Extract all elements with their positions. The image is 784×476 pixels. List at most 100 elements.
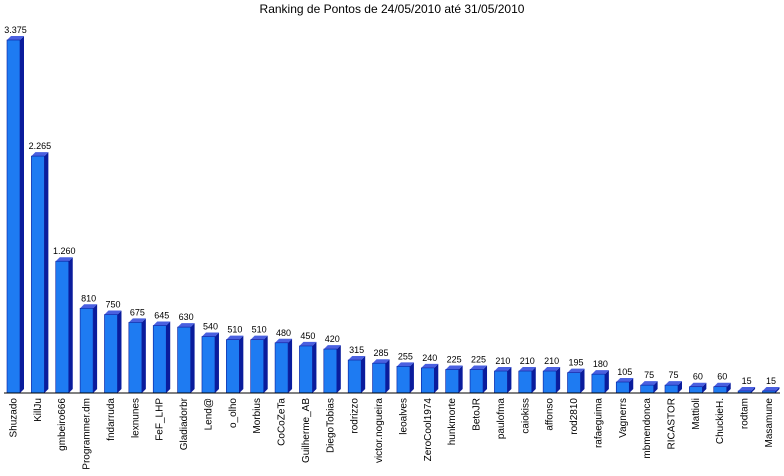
bar-8: [177, 323, 195, 394]
bar-side: [336, 345, 341, 393]
bar-side: [93, 304, 98, 393]
bar-front: [615, 381, 630, 394]
bar-front: [274, 342, 289, 394]
bar-top: [640, 381, 658, 386]
category-label: Gladiadorbr: [179, 397, 190, 450]
bar-6: [128, 318, 146, 394]
bar-top: [470, 365, 488, 370]
bar-front: [226, 339, 240, 394]
bar-9: [201, 332, 219, 394]
category-label: Shuzado: [9, 398, 20, 438]
bar-top: [738, 387, 756, 391]
bar-top: [494, 367, 512, 372]
value-label: 315: [349, 345, 364, 355]
bar-side: [483, 365, 488, 393]
bar-top: [128, 318, 146, 323]
bar-side: [288, 338, 293, 393]
bar-top: [104, 310, 122, 315]
bar-side: [604, 370, 609, 393]
bar-top: [396, 362, 414, 367]
bar-side: [312, 341, 317, 393]
bar-top: [518, 367, 536, 372]
category-label: Vagnerrs: [618, 398, 629, 438]
bar-side: [556, 367, 561, 393]
bar-top: [275, 338, 293, 343]
bar-top: [567, 368, 585, 373]
category-label: rodrizzo: [350, 398, 361, 434]
category-label: rafaeguima: [593, 398, 604, 448]
bar-front: [445, 369, 459, 394]
category-label: lexnunes: [130, 398, 141, 438]
bar-side: [117, 310, 122, 393]
category-label: Lend@: [203, 398, 214, 430]
bar-4: [79, 304, 98, 394]
value-label: 645: [154, 311, 169, 321]
bar-front: [689, 386, 703, 394]
bar-17: [396, 362, 414, 394]
bar-side: [190, 323, 195, 393]
bar-top: [153, 321, 171, 326]
category-label: paulofma: [496, 398, 507, 440]
bar-top: [250, 335, 268, 340]
bar-front: [469, 369, 484, 394]
value-label: 105: [617, 367, 632, 377]
bar-side: [726, 382, 731, 393]
category-label: caiokiss: [520, 398, 531, 434]
value-label: 675: [130, 307, 145, 317]
bar-31: [737, 387, 756, 394]
value-label: 540: [203, 322, 218, 332]
bar-front: [128, 322, 143, 394]
bar-front: [591, 373, 606, 394]
bar-side: [653, 381, 658, 393]
bar-side: [702, 382, 707, 393]
bar-top: [55, 257, 73, 262]
bar-top: [421, 363, 439, 368]
bar-front: [79, 307, 94, 394]
bar-top: [664, 381, 682, 386]
bar-front: [420, 367, 435, 394]
value-label: 15: [742, 376, 752, 386]
category-label: o_olho: [228, 398, 239, 428]
bar-side: [239, 335, 244, 393]
bar-side: [263, 335, 268, 393]
category-label: gmbeiro666: [57, 398, 68, 451]
value-label: 60: [693, 372, 703, 382]
bar-front: [6, 39, 21, 394]
bar-front: [518, 370, 533, 394]
category-label: rodtam: [740, 398, 751, 429]
bar-front: [31, 155, 45, 394]
value-label: 450: [300, 331, 315, 341]
category-label: affonso: [545, 398, 556, 431]
bar-side: [434, 363, 439, 393]
bar-side: [507, 367, 512, 393]
bar-front: [567, 372, 581, 394]
bar-23: [542, 367, 561, 394]
value-label: 420: [325, 334, 340, 344]
bar-top: [348, 356, 366, 361]
category-label: Guilherme_AB: [301, 398, 312, 463]
category-label: victor.nogueira: [374, 398, 385, 463]
bar-top: [7, 36, 24, 40]
bar-10: [226, 335, 244, 394]
bar-front: [494, 370, 508, 394]
value-label: 225: [447, 354, 462, 364]
bar-side: [214, 332, 219, 393]
bar-top: [299, 341, 317, 346]
category-label: FeF_LHP: [155, 398, 166, 441]
value-label: 60: [717, 372, 727, 382]
bar-top: [372, 359, 390, 364]
bar-top: [713, 382, 731, 387]
bar-front: [396, 366, 411, 394]
bar-front: [177, 326, 191, 394]
bars-layer: [6, 36, 780, 394]
bar-top: [226, 335, 244, 340]
bar-top: [445, 365, 463, 370]
bar-front: [299, 345, 313, 394]
bar-side: [580, 368, 585, 393]
bar-front: [104, 314, 118, 394]
bar-top: [177, 323, 195, 328]
value-label: 510: [252, 325, 267, 335]
bar-top: [80, 304, 98, 309]
bar-side: [361, 356, 366, 393]
